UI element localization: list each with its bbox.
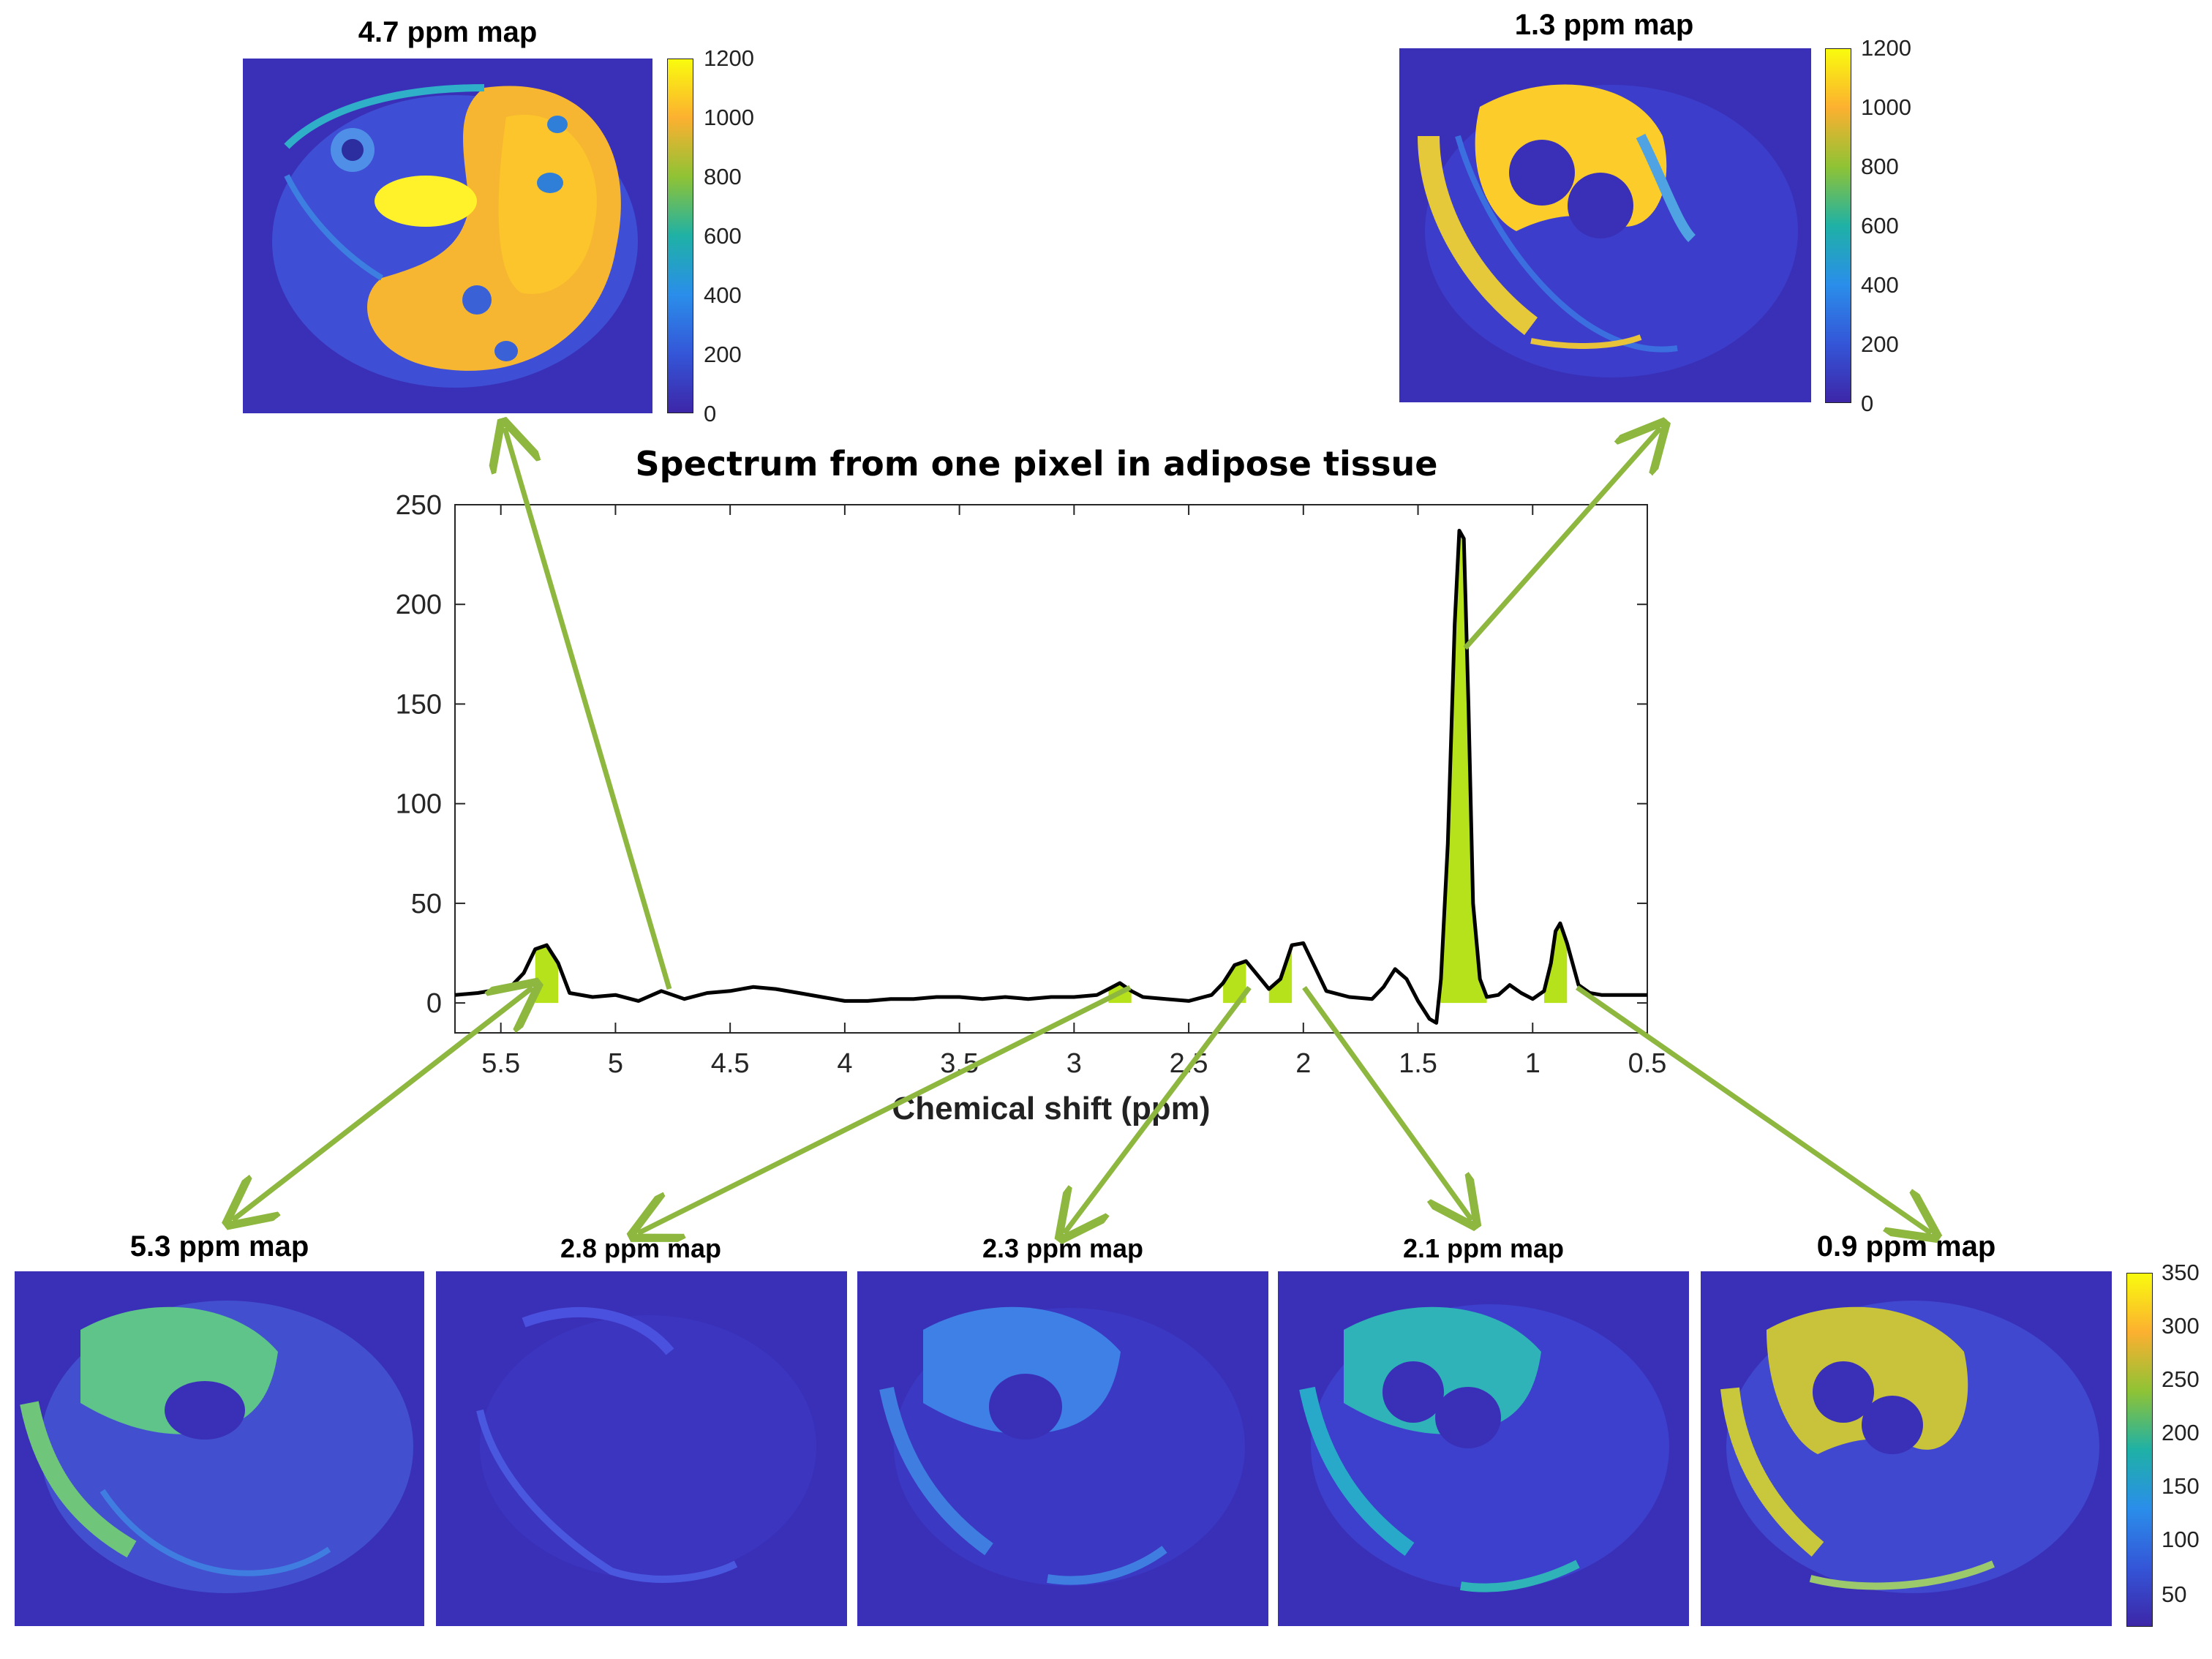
colorbar-tick: 350 bbox=[2162, 1260, 2200, 1285]
colorbar-tick: 1200 bbox=[704, 45, 754, 71]
colorbar-tick: 1000 bbox=[704, 105, 754, 130]
colorbar-tick: 300 bbox=[2162, 1313, 2200, 1339]
map-image-2-8 bbox=[436, 1271, 847, 1626]
colorbar-tick: 1000 bbox=[1861, 94, 1911, 120]
arrow-5-3-back bbox=[230, 988, 533, 1222]
colorbar-tick: 0 bbox=[1861, 391, 1874, 416]
y-tick-label: 0 bbox=[426, 988, 442, 1019]
chart-title: Spectrum from one pixel in adipose tissu… bbox=[636, 444, 1438, 484]
colorbar-tick: 200 bbox=[1861, 331, 1899, 357]
colorbar-tick: 800 bbox=[704, 164, 742, 189]
x-tick-label: 4 bbox=[837, 1048, 852, 1079]
map-image-4-7 bbox=[243, 59, 652, 413]
colorbar-tick: 1200 bbox=[1861, 35, 1911, 61]
y-tick-label: 200 bbox=[396, 590, 442, 620]
y-tick-label: 150 bbox=[396, 689, 442, 720]
peak-fill-2-3 bbox=[1223, 960, 1246, 1004]
colorbar-tick: 250 bbox=[2162, 1366, 2200, 1392]
arrow-2-1 bbox=[1302, 985, 1472, 1220]
x-tick-label: 1 bbox=[1525, 1048, 1540, 1079]
peak-fill-2-1 bbox=[1268, 945, 1293, 1004]
colorbar-tick: 0 bbox=[704, 401, 717, 426]
x-tick-label: 0.5 bbox=[1628, 1048, 1667, 1079]
colorbar-tick: 100 bbox=[2162, 1527, 2200, 1552]
map-title-1-3: 1.3 ppm map bbox=[1514, 9, 1694, 41]
colorbar-tick: 200 bbox=[2162, 1420, 2200, 1445]
x-tick-label: 4.5 bbox=[711, 1048, 750, 1079]
map-title-2-1: 2.1 ppm map bbox=[1402, 1233, 1565, 1263]
map-title-4-7: 4.7 ppm map bbox=[358, 16, 538, 48]
colorbar-tick: 150 bbox=[2162, 1473, 2200, 1499]
x-tick-label: 3 bbox=[1066, 1048, 1082, 1079]
map-title-5-3: 5.3 ppm map bbox=[129, 1230, 309, 1263]
y-tick-label: 100 bbox=[396, 789, 442, 820]
colorbar-tick: 50 bbox=[2162, 1581, 2187, 1607]
arrow-1-3 bbox=[1463, 428, 1660, 650]
arrow-0-9 bbox=[1576, 985, 1931, 1233]
arrow-2-3 bbox=[1064, 985, 1252, 1233]
spectrum-line bbox=[454, 528, 1647, 1025]
x-tick-label: 5 bbox=[608, 1048, 623, 1079]
x-tick-label: 5.5 bbox=[481, 1048, 520, 1079]
colorbar-tick: 400 bbox=[704, 282, 742, 308]
map-image-2-1 bbox=[1278, 1271, 1689, 1626]
map-image-2-3 bbox=[857, 1271, 1268, 1626]
map-image-0-9 bbox=[1701, 1271, 2112, 1626]
arrow-4-7 bbox=[505, 428, 672, 990]
colorbar-tick: 600 bbox=[1861, 213, 1899, 238]
colorbar-0-9 bbox=[2126, 1273, 2153, 1627]
peak-fill-0-9 bbox=[1543, 923, 1568, 1004]
colorbar-tick: 800 bbox=[1861, 154, 1899, 179]
colorbar-tick: 200 bbox=[704, 342, 742, 367]
x-axis-label: Chemical shift (ppm) bbox=[892, 1091, 1210, 1126]
y-tick-label: 50 bbox=[411, 889, 442, 919]
arrow-2-8 bbox=[638, 985, 1132, 1233]
colorbar-tick: 400 bbox=[1861, 272, 1899, 298]
x-tick-label: 2 bbox=[1295, 1048, 1311, 1079]
y-tick-label: 250 bbox=[396, 490, 442, 521]
x-tick-label: 1.5 bbox=[1399, 1048, 1437, 1079]
colorbar-1-3 bbox=[1825, 48, 1851, 403]
colorbar-4-7 bbox=[667, 59, 693, 413]
colorbar-tick: 600 bbox=[704, 223, 742, 249]
map-image-5-3 bbox=[15, 1271, 424, 1626]
map-image-1-3 bbox=[1399, 48, 1811, 402]
